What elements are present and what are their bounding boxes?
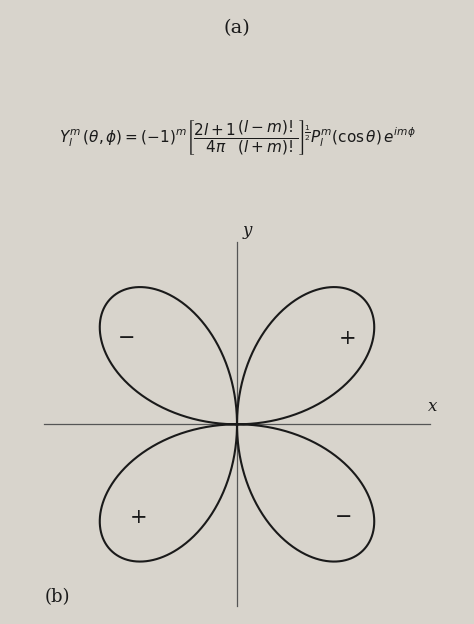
Text: (b): (b) [45, 588, 70, 606]
Text: (a): (a) [224, 19, 250, 37]
Text: −: − [118, 329, 135, 348]
Text: y: y [242, 222, 252, 239]
Text: +: + [339, 329, 356, 348]
Text: −: − [335, 507, 353, 527]
Text: +: + [130, 507, 148, 527]
Text: x: x [428, 398, 437, 416]
Text: $Y_l^m\,(\theta,\phi) = (-1)^m\left[\dfrac{2l+1}{4\pi}\dfrac{(l-m)!}{(l+m)!}\rig: $Y_l^m\,(\theta,\phi) = (-1)^m\left[\dfr… [59, 118, 415, 157]
